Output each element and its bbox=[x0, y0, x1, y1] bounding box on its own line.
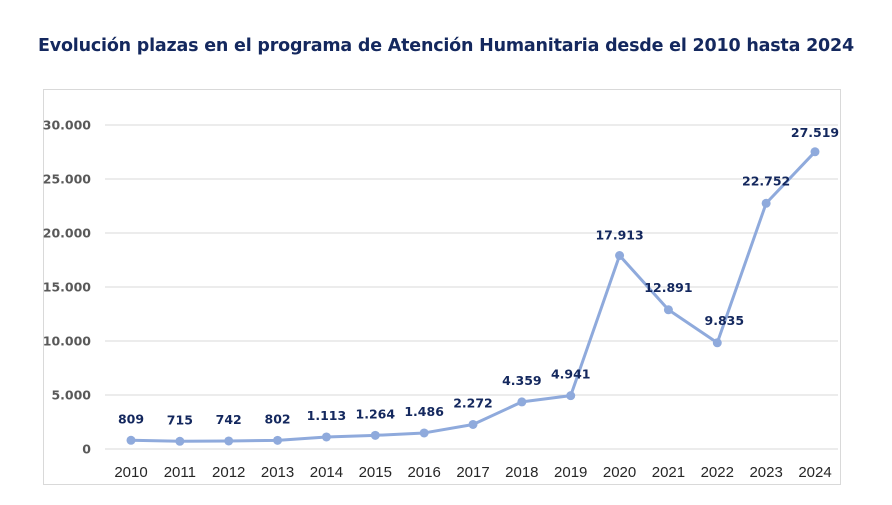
x-tick-label: 2010 bbox=[114, 464, 147, 481]
y-tick-label: 25.000 bbox=[43, 172, 92, 187]
data-label: 2.272 bbox=[453, 395, 493, 410]
data-label: 742 bbox=[216, 412, 242, 427]
data-point bbox=[224, 436, 234, 446]
data-point bbox=[761, 198, 771, 208]
data-point bbox=[663, 305, 673, 315]
y-tick-label: 0 bbox=[82, 442, 91, 457]
data-point bbox=[810, 147, 820, 157]
data-point bbox=[615, 251, 625, 261]
x-tick-label: 2019 bbox=[554, 464, 587, 481]
data-point bbox=[517, 397, 527, 407]
data-label: 22.752 bbox=[742, 173, 790, 188]
data-point bbox=[370, 430, 380, 440]
chart-title: Evolución plazas en el programa de Atenc… bbox=[38, 36, 854, 56]
data-point bbox=[419, 428, 429, 438]
x-tick-label: 2023 bbox=[749, 464, 782, 481]
data-point bbox=[712, 338, 722, 348]
x-tick-label: 2012 bbox=[212, 464, 245, 481]
x-tick-label: 2022 bbox=[701, 464, 734, 481]
data-point bbox=[126, 435, 136, 445]
data-label: 1.264 bbox=[356, 406, 396, 421]
x-axis-ticks: 2010 2011 2012 2013 2014 2015 2016 2017 2018 2019… bbox=[114, 464, 831, 481]
data-point bbox=[321, 432, 331, 442]
data-label: 809 bbox=[118, 411, 144, 426]
y-tick-label: 10.000 bbox=[43, 334, 92, 349]
data-points bbox=[126, 147, 820, 446]
data-label: 1.486 bbox=[404, 404, 444, 419]
x-tick-label: 2014 bbox=[310, 464, 343, 481]
x-tick-label: 2017 bbox=[456, 464, 489, 481]
data-point bbox=[273, 435, 283, 445]
x-tick-label: 2015 bbox=[359, 464, 392, 481]
x-tick-label: 2013 bbox=[261, 464, 294, 481]
data-label: 12.891 bbox=[644, 280, 692, 295]
data-label: 715 bbox=[167, 412, 193, 427]
data-point bbox=[175, 436, 185, 446]
data-labels: 809 715 742 802 1.113 1.264 1.486 2.272 4.359 4.9… bbox=[118, 125, 839, 427]
x-tick-label: 2018 bbox=[505, 464, 538, 481]
data-label: 802 bbox=[265, 411, 291, 426]
data-label: 1.113 bbox=[307, 408, 347, 423]
y-tick-label: 15.000 bbox=[43, 280, 92, 295]
y-tick-label: 30.000 bbox=[43, 118, 92, 133]
data-label: 9.835 bbox=[705, 313, 745, 328]
x-tick-label: 2016 bbox=[407, 464, 440, 481]
x-tick-label: 2024 bbox=[798, 464, 831, 481]
x-tick-label: 2020 bbox=[603, 464, 636, 481]
y-tick-label: 20.000 bbox=[43, 226, 92, 241]
data-label: 27.519 bbox=[791, 125, 839, 140]
data-point bbox=[468, 419, 478, 429]
x-tick-label: 2011 bbox=[164, 464, 196, 481]
data-label: 4.359 bbox=[502, 373, 542, 388]
data-point bbox=[566, 391, 576, 401]
data-label: 17.913 bbox=[595, 228, 643, 243]
y-axis-ticks: 0 5.000 10.000 15.000 20.000 25.000 30.000 bbox=[43, 118, 92, 457]
y-tick-label: 5.000 bbox=[51, 388, 91, 403]
x-tick-label: 2021 bbox=[652, 464, 685, 481]
data-label: 4.941 bbox=[551, 367, 591, 382]
